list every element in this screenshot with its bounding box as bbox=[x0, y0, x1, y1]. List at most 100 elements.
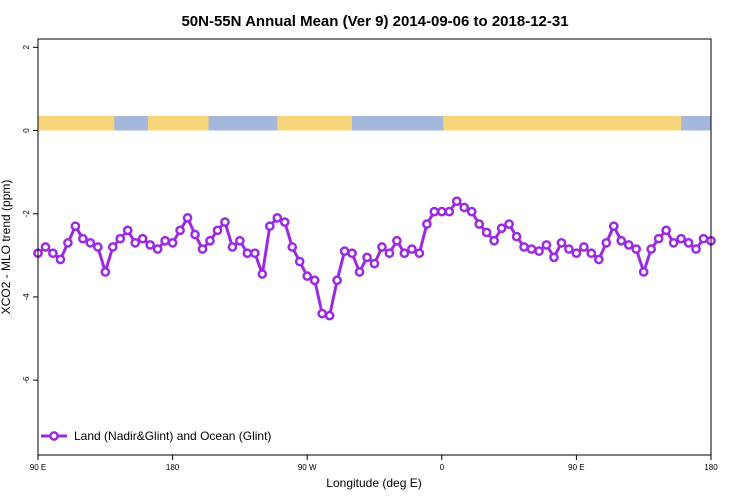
data-point bbox=[227, 242, 238, 252]
data-point bbox=[279, 217, 290, 227]
data-point bbox=[122, 225, 133, 236]
data-point bbox=[541, 240, 552, 250]
x-tick-label: 180 bbox=[166, 463, 180, 472]
data-point bbox=[85, 237, 96, 248]
series-line bbox=[37, 199, 712, 318]
data-point bbox=[519, 242, 529, 252]
y-axis-label: XCO2 - MLO trend (ppm) bbox=[0, 180, 13, 315]
land-band-3 bbox=[443, 115, 682, 131]
land-band-2 bbox=[277, 115, 353, 131]
data-point bbox=[466, 206, 477, 217]
data-point bbox=[220, 217, 230, 227]
chart-title: 50N-55N Annual Mean (Ver 9) 2014-09-06 t… bbox=[181, 13, 568, 30]
data-point bbox=[63, 237, 73, 248]
data-point bbox=[564, 244, 574, 254]
data-point bbox=[48, 248, 58, 259]
data-point bbox=[362, 252, 372, 263]
data-point bbox=[549, 252, 559, 263]
x-tick-label: 90 E bbox=[568, 463, 584, 472]
data-point bbox=[167, 237, 178, 248]
data-point bbox=[317, 308, 328, 319]
y-tick-label: -6 bbox=[22, 376, 31, 384]
data-point bbox=[369, 258, 380, 269]
x-tick-label: 180 bbox=[704, 463, 718, 472]
data-point bbox=[623, 240, 634, 250]
data-point bbox=[160, 235, 170, 246]
data-point bbox=[474, 219, 485, 229]
data-point bbox=[489, 235, 499, 246]
data-point bbox=[601, 237, 612, 248]
data-point bbox=[190, 229, 200, 240]
data-point bbox=[384, 248, 395, 259]
data-point bbox=[92, 242, 103, 252]
data-point bbox=[638, 267, 649, 277]
data-point bbox=[197, 244, 208, 254]
data-point bbox=[152, 244, 163, 254]
data-point bbox=[40, 242, 51, 252]
data-point bbox=[571, 248, 582, 259]
data-point bbox=[175, 225, 185, 236]
data-point bbox=[272, 213, 283, 223]
series-layer bbox=[33, 196, 716, 321]
data-point bbox=[683, 237, 694, 248]
data-point bbox=[459, 202, 470, 213]
data-point bbox=[55, 254, 66, 265]
legend: Land (Nadir&Glint) and Ocean (Glint) bbox=[41, 429, 271, 443]
data-point bbox=[257, 269, 268, 279]
data-point bbox=[235, 235, 245, 246]
x-axis-label: Longitude (deg E) bbox=[326, 476, 421, 490]
data-point bbox=[130, 237, 141, 248]
data-point bbox=[137, 233, 148, 244]
data-point bbox=[444, 206, 455, 217]
data-point bbox=[661, 225, 671, 236]
data-point bbox=[294, 256, 305, 267]
data-point bbox=[653, 233, 664, 244]
data-point bbox=[608, 221, 619, 232]
data-point bbox=[407, 244, 417, 254]
data-point bbox=[302, 271, 313, 281]
data-point bbox=[309, 275, 320, 286]
data-point bbox=[332, 275, 342, 286]
legend-label: Land (Nadir&Glint) and Ocean (Glint) bbox=[74, 429, 271, 443]
data-point bbox=[556, 237, 567, 248]
data-point bbox=[70, 221, 81, 232]
data-point bbox=[586, 248, 597, 259]
land-band-1 bbox=[147, 115, 209, 131]
data-point bbox=[145, 240, 156, 250]
data-point bbox=[287, 242, 298, 252]
data-point bbox=[631, 244, 642, 254]
data-point bbox=[496, 223, 507, 234]
data-point bbox=[354, 267, 365, 277]
data-point bbox=[646, 244, 657, 254]
land-ocean-strip bbox=[38, 115, 711, 131]
data-point bbox=[392, 235, 402, 246]
x-tick-label: 90 E bbox=[30, 463, 46, 472]
data-point bbox=[526, 244, 537, 254]
x-tick-label: 0 bbox=[440, 463, 445, 472]
data-point bbox=[668, 237, 679, 248]
y-tick-label: -4 bbox=[22, 293, 31, 301]
data-point bbox=[691, 244, 701, 254]
data-point bbox=[78, 233, 88, 244]
data-point bbox=[339, 246, 350, 257]
data-point bbox=[250, 248, 260, 259]
data-point bbox=[115, 233, 126, 244]
data-point bbox=[347, 248, 357, 259]
data-point bbox=[698, 233, 709, 244]
data-point bbox=[616, 235, 627, 246]
data-point bbox=[414, 248, 425, 259]
data-point bbox=[421, 219, 432, 229]
land-band-0 bbox=[38, 115, 115, 131]
y-tick-label: -2 bbox=[22, 210, 31, 218]
data-point bbox=[377, 242, 387, 252]
data-point bbox=[242, 248, 253, 259]
data-point bbox=[511, 231, 522, 242]
data-point bbox=[205, 235, 215, 246]
y-tick-label: 0 bbox=[22, 128, 31, 133]
data-point bbox=[107, 242, 118, 252]
data-point bbox=[534, 246, 544, 257]
data-point bbox=[212, 225, 223, 236]
plot-frame bbox=[37, 38, 712, 456]
data-point bbox=[579, 242, 589, 252]
